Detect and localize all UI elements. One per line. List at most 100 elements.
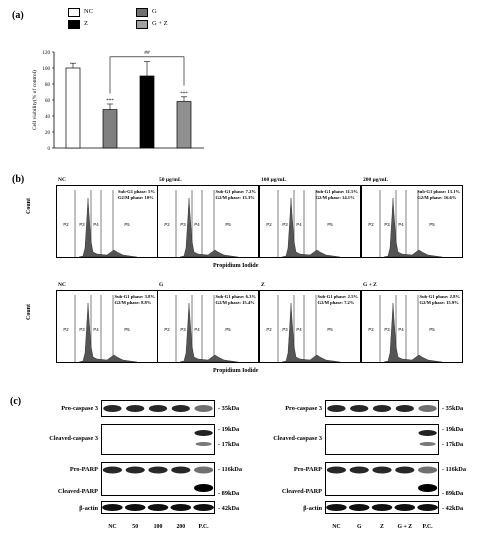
blot-box-0 <box>325 400 439 417</box>
g2m-phase: G2/M phase: 15.9% <box>419 299 459 305</box>
histogram-peak <box>383 302 443 362</box>
g2m-phase: G2/M phase: 15.4% <box>215 299 255 305</box>
band <box>326 466 346 474</box>
band <box>326 504 347 511</box>
y-tick-label: 100 <box>43 67 51 72</box>
lane-label: 200 <box>176 524 186 530</box>
sub-g1-phase: Sub-G1 phase: 5% <box>117 189 155 194</box>
legend-label-z: Z <box>84 20 88 27</box>
band <box>349 466 369 474</box>
band <box>194 484 214 492</box>
gate-label: P2 <box>266 222 272 227</box>
blot-bands <box>326 466 438 492</box>
band <box>348 504 370 511</box>
blot-bands <box>102 466 214 492</box>
legend-label-nc: NC <box>84 8 94 15</box>
band <box>171 466 191 474</box>
histogram-peak <box>78 302 138 362</box>
blot-row-label: Pro-PARP <box>69 466 98 473</box>
legend: NC G Z G + Z <box>68 8 248 34</box>
gate-label: P2 <box>63 327 69 332</box>
sub-g1-phase: Sub-G1 phase: 7.2% <box>215 189 256 194</box>
molecular-weight-label: - 35kDa <box>218 405 240 412</box>
histogram-plot: P2 P3 P4 P5 <box>164 295 239 362</box>
phase-percentages: Sub-G1 phase: 3.8% G2/M phase: 8.8% <box>115 294 155 305</box>
flow-histogram-row2-2: Z P2 P3 P4 P5 Sub-G1 phase: 2.5% G2/M phase: 7… <box>259 282 361 363</box>
flow-histogram-title: 100 μg/mL <box>261 177 287 183</box>
blot-bands <box>326 504 438 511</box>
band <box>103 405 122 412</box>
blot-bands <box>418 430 437 446</box>
lane-label: 100 <box>153 524 163 530</box>
legend-swatch-z <box>68 20 80 29</box>
histogram-peak <box>78 197 138 257</box>
blot-box-3 <box>101 501 215 514</box>
flow-histogram-row2-0: NC P2 P3 P4 P5 Sub-G1 phase: 3.8% G2/M phase: … <box>56 282 158 363</box>
flow-histogram-title: NC <box>58 177 66 183</box>
blot-row-label: Cleaved-caspase 3 <box>273 435 322 442</box>
histogram-peak <box>281 197 341 257</box>
molecular-weight-label: - 42kDa <box>442 505 464 512</box>
y-tick-label: 80 <box>45 83 51 88</box>
band <box>147 504 169 511</box>
sub-g1-phase: Sub-G1 phase: 2.8% <box>419 294 460 299</box>
g2m-phase: G2/M phase: 10% <box>117 194 154 200</box>
sub-g1-phase: Sub-G1 phase: 11.5% <box>315 189 358 194</box>
phase-percentages: Sub-G1 phase: 6.3% G2/M phase: 15.4% <box>216 294 256 305</box>
phase-percentages: Sub-G1 phase: 2.5% G2/M phase: 7.2% <box>318 294 358 305</box>
gate-label: P2 <box>368 222 374 227</box>
molecular-weight-label: - 89kDa <box>442 490 464 497</box>
panel-b-label: (b) <box>12 174 25 185</box>
histogram-plot: P2 P3 P4 P5 <box>368 295 443 362</box>
band <box>102 504 123 511</box>
band <box>148 466 168 474</box>
lane-label: NC <box>332 524 341 530</box>
band <box>148 405 168 412</box>
blot-row-label: Pro-PARP <box>293 466 322 473</box>
gate-label: P3 <box>282 327 288 332</box>
gate-label: P5 <box>429 327 435 332</box>
gate-label: P4 <box>398 327 404 332</box>
molecular-weight-label: - 19kDa <box>218 426 240 433</box>
blot-bands <box>103 405 213 412</box>
gate-label: P5 <box>225 327 231 332</box>
flow-histogram-row1-1: 50 μg/mL P2 P3 P4 P5 Sub-G1 phase: 7.2% G2/M p… <box>157 177 259 258</box>
sub-g1-phase: Sub-G1 phase: 13.1% <box>417 189 460 194</box>
gate-label: P2 <box>63 222 69 227</box>
band <box>195 442 212 446</box>
molecular-weight-label: - 35kDa <box>442 405 464 412</box>
sub-g1-phase: Sub-G1 phase: 3.8% <box>114 294 155 299</box>
y-tick-label: 20 <box>45 131 51 136</box>
bracket-label: ## <box>144 50 150 56</box>
lane-label: 50 <box>132 524 139 530</box>
g2m-phase: G2/M phase: 13.3% <box>215 194 255 200</box>
gate-label: P2 <box>164 327 170 332</box>
lane-label: G + Z <box>397 524 413 530</box>
flow-histogram-title: NC <box>58 282 66 288</box>
phase-percentages: Sub-G1 phase: 11.5% G2/M phase: 14.1% <box>315 189 358 200</box>
bar-Z <box>102 109 118 149</box>
phase-percentages: Sub-G1 phase: 2.8% G2/M phase: 15.9% <box>420 294 460 305</box>
molecular-weight-label: - 116kDa <box>218 466 242 473</box>
blot-box-1 <box>325 424 439 455</box>
histogram-peak <box>179 302 239 362</box>
molecular-weight-label: - 17kDa <box>442 441 464 448</box>
flow-histogram-row1-0: NC P2 P3 P4 P5 Sub-G1 phase: 5% G2/M phase: 10… <box>56 177 158 258</box>
gate-label: P4 <box>296 327 302 332</box>
legend-swatch-gz <box>136 20 148 29</box>
y-axis-label: Cell viability(% of control) <box>31 70 38 130</box>
band <box>193 504 214 511</box>
flow-histogram-row2-3: G + Z P2 P3 P4 P5 Sub-G1 phase: 2.8% G2/M phas… <box>361 282 463 363</box>
band <box>327 405 346 412</box>
sub-g1-phase: Sub-G1 phase: 2.5% <box>317 294 358 299</box>
gate-label: P2 <box>368 327 374 332</box>
flow-histogram-row2-1: G P2 P3 P4 P5 Sub-G1 phase: 6.3% G2/M phase: 1… <box>157 282 259 363</box>
molecular-weight-label: - 116kDa <box>442 466 466 473</box>
band <box>418 430 437 436</box>
band <box>125 466 145 474</box>
histogram-peak <box>179 197 239 257</box>
legend-label-gz: G + Z <box>152 20 168 27</box>
gate-label: P3 <box>79 222 85 227</box>
flow-histogram-title: G + Z <box>363 282 377 288</box>
phase-percentages: Sub-G1 phase: 5% G2/M phase: 10% <box>118 189 155 200</box>
